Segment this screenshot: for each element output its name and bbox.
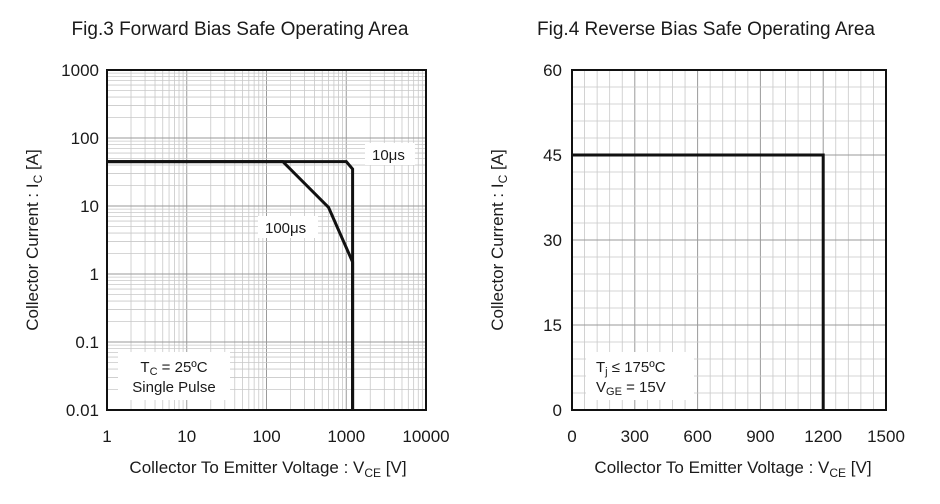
fig3-x-tick-label: 1 xyxy=(102,427,111,446)
fig3-y-tick-label: 0.01 xyxy=(66,401,99,420)
fig3-y-tick-labels: 0.01 0.1 1 10 100 1000 xyxy=(61,61,99,420)
fig4-y-axis-label: Collector Current : IC [A] xyxy=(488,149,510,331)
fig3-plot-frame xyxy=(106,69,427,411)
fig3-condition-pulse: Single Pulse xyxy=(132,379,215,396)
fig4-y-tick-label: 30 xyxy=(543,231,562,250)
fig4-y-tick-label: 0 xyxy=(553,401,562,420)
fig4-y-tick-label: 15 xyxy=(543,316,562,335)
fig4-x-tick-label: 300 xyxy=(621,427,649,446)
fig4-condition-tj: Tj ≤ 175ºC xyxy=(596,359,666,378)
fig4-x-tick-label: 900 xyxy=(746,427,774,446)
fig4-chart: Fig.4 Reverse Bias Safe Operating Area 0… xyxy=(488,19,905,480)
fig3-x-tick-label: 100 xyxy=(252,427,280,446)
fig4-y-tick-labels: 0 15 30 45 60 xyxy=(543,61,562,420)
fig3-grid xyxy=(106,70,426,411)
fig4-curves xyxy=(572,153,825,410)
fig4-x-axis-label: Collector To Emitter Voltage : VCE [V] xyxy=(594,458,871,480)
fig4-y-tick-label: 60 xyxy=(543,61,562,80)
fig3-y-tick-label: 0.1 xyxy=(75,333,99,352)
fig3-x-tick-labels: 1 10 100 1000 10000 xyxy=(102,427,449,446)
fig3-y-axis-label: Collector Current : IC [A] xyxy=(23,149,45,331)
fig4-x-tick-label: 600 xyxy=(683,427,711,446)
fig3-chart: Fig.3 Forward Bias Safe Operating Area 1… xyxy=(23,19,450,480)
fig3-series-label-100us: 100μs xyxy=(265,220,306,237)
fig3-x-tick-label: 1000 xyxy=(327,427,365,446)
fig4-x-tick-labels: 0 300 600 900 1200 1500 xyxy=(567,427,905,446)
fig3-x-tick-label: 10000 xyxy=(402,427,449,446)
fig4-y-tick-label: 45 xyxy=(543,146,562,165)
fig3-soa-curve-100us xyxy=(107,160,355,410)
fig4-x-tick-label: 1500 xyxy=(867,427,905,446)
fig4-x-tick-label: 0 xyxy=(567,427,576,446)
fig3-x-axis-label: Collector To Emitter Voltage : VCE [V] xyxy=(129,458,406,480)
fig4-x-tick-label: 1200 xyxy=(804,427,842,446)
fig4-condition-vge: VGE = 15V xyxy=(596,379,666,398)
fig3-y-tick-label: 10 xyxy=(80,197,99,216)
fig4-title: Fig.4 Reverse Bias Safe Operating Area xyxy=(537,19,875,40)
fig3-y-tick-label: 1000 xyxy=(61,61,99,80)
fig3-100us-label-bg xyxy=(258,216,318,238)
fig3-x-tick-label: 10 xyxy=(177,427,196,446)
fig3-curves xyxy=(107,160,355,410)
fig3-series-label-10us: 10μs xyxy=(372,147,405,164)
fig3-y-tick-label: 100 xyxy=(71,129,99,148)
fig3-condition-tc: TC = 25ºC xyxy=(140,359,207,378)
fig3-title: Fig.3 Forward Bias Safe Operating Area xyxy=(72,19,409,40)
fig4-condition-box xyxy=(586,352,694,400)
fig3-10us-label-bg xyxy=(365,143,415,165)
fig4-rbsoa-curve xyxy=(572,153,825,410)
fig3-condition-box xyxy=(118,352,230,400)
fig4-plot-frame xyxy=(571,69,887,411)
fig3-y-tick-label: 1 xyxy=(90,265,99,284)
